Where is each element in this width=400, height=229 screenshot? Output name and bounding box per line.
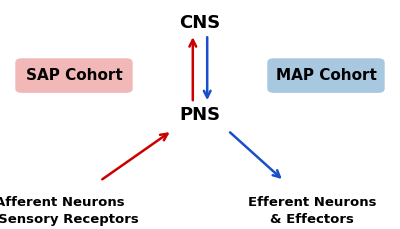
FancyBboxPatch shape (16, 59, 132, 92)
Text: Efferent Neurons
& Effectors: Efferent Neurons & Effectors (248, 196, 376, 226)
Text: CNS: CNS (179, 14, 221, 32)
Text: Afferent Neurons
& Sensory Receptors: Afferent Neurons & Sensory Receptors (0, 196, 138, 226)
Text: MAP Cohort: MAP Cohort (276, 68, 376, 83)
Text: SAP Cohort: SAP Cohort (26, 68, 122, 83)
FancyBboxPatch shape (268, 59, 384, 92)
Text: PNS: PNS (180, 106, 220, 123)
